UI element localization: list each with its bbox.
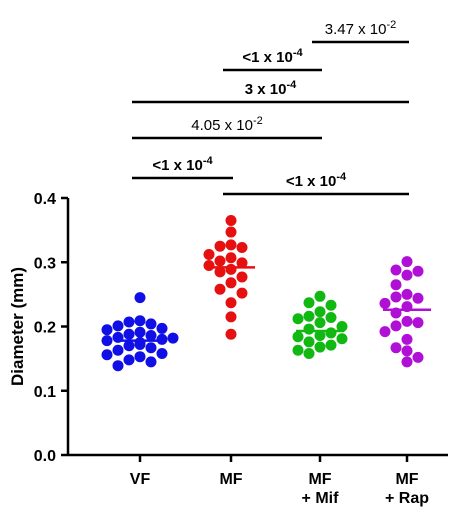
p-value-label: 3 x 10-4: [245, 79, 297, 98]
p-value-label: <1 x 10-4: [242, 47, 303, 66]
data-point: [236, 241, 248, 253]
data-point: [412, 265, 424, 277]
x-category-label: MF: [395, 471, 418, 488]
data-point: [401, 333, 413, 345]
data-point: [123, 354, 135, 366]
data-point: [225, 226, 237, 238]
data-point: [390, 320, 402, 332]
data-point: [225, 297, 237, 309]
data-point: [412, 292, 424, 304]
data-point: [336, 333, 348, 345]
data-point: [314, 341, 326, 353]
data-point: [145, 318, 157, 330]
data-point: [303, 336, 315, 348]
data-point: [412, 317, 424, 329]
data-point: [134, 292, 146, 304]
data-point: [401, 288, 413, 300]
data-point: [292, 331, 304, 343]
data-point: [214, 240, 226, 252]
data-point: [314, 329, 326, 341]
x-category-label: MF: [219, 471, 242, 488]
data-point: [112, 360, 124, 372]
data-point: [167, 332, 179, 344]
data-point: [401, 256, 413, 268]
data-point: [101, 324, 113, 336]
data-point: [134, 315, 146, 327]
data-point: [336, 321, 348, 332]
data-point: [225, 239, 237, 251]
y-tick-label: 0.4: [34, 191, 56, 208]
data-point: [145, 342, 157, 354]
data-point: [236, 271, 248, 283]
y-tick-label: 0.0: [34, 448, 56, 465]
data-point: [303, 323, 315, 335]
data-point: [123, 316, 135, 328]
data-point: [325, 312, 337, 324]
data-point: [203, 259, 215, 271]
data-point: [292, 313, 304, 325]
data-point: [292, 344, 304, 356]
data-point: [314, 290, 326, 302]
data-point: [325, 339, 337, 351]
data-point: [134, 351, 146, 363]
data-point: [314, 317, 326, 329]
data-point: [303, 297, 315, 309]
data-point: [225, 263, 237, 275]
data-point: [379, 297, 391, 309]
x-category-label: MF: [308, 471, 331, 488]
data-point: [101, 335, 113, 347]
data-point: [214, 283, 226, 295]
data-point: [101, 349, 113, 361]
data-point: [303, 310, 315, 322]
data-point: [390, 264, 402, 276]
p-value-label: <1 x 10-4: [286, 171, 347, 190]
data-point: [303, 347, 315, 359]
data-point: [225, 214, 237, 226]
y-axis-title: Diameter (mm): [8, 267, 27, 386]
p-value-label: 4.05 x 10-2: [191, 115, 263, 134]
data-point: [401, 269, 413, 281]
p-value-label: <1 x 10-4: [152, 155, 213, 174]
data-point: [156, 333, 168, 345]
data-point: [123, 340, 135, 352]
data-point: [390, 291, 402, 303]
x-category-label: VF: [130, 471, 151, 488]
data-point: [145, 329, 157, 341]
data-point: [225, 277, 237, 289]
data-point: [325, 327, 337, 339]
y-tick-label: 0.1: [34, 384, 56, 401]
data-point: [225, 252, 237, 264]
data-point: [203, 249, 215, 261]
data-point: [236, 257, 248, 269]
data-point: [225, 311, 237, 323]
data-point: [401, 356, 413, 368]
data-point: [112, 344, 124, 356]
x-category-label: + Mif: [302, 490, 340, 507]
data-point: [225, 328, 237, 340]
data-point: [325, 299, 337, 311]
p-value-label: 3.47 x 10-2: [325, 19, 397, 38]
data-point: [112, 320, 124, 332]
data-point: [379, 326, 391, 338]
data-point: [123, 328, 135, 340]
x-category-label: + Rap: [385, 490, 429, 507]
y-tick-label: 0.2: [34, 320, 56, 337]
data-point: [134, 326, 146, 338]
y-tick-label: 0.3: [34, 255, 56, 272]
data-point: [401, 315, 413, 327]
data-point: [214, 266, 226, 278]
data-point: [390, 342, 402, 354]
data-point: [156, 322, 168, 334]
data-point: [236, 287, 248, 299]
data-point: [314, 306, 326, 318]
data-point: [156, 347, 168, 359]
data-point: [390, 279, 402, 291]
data-point: [401, 345, 413, 357]
data-point: [412, 351, 424, 363]
data-point: [214, 255, 226, 267]
data-point: [145, 356, 157, 368]
